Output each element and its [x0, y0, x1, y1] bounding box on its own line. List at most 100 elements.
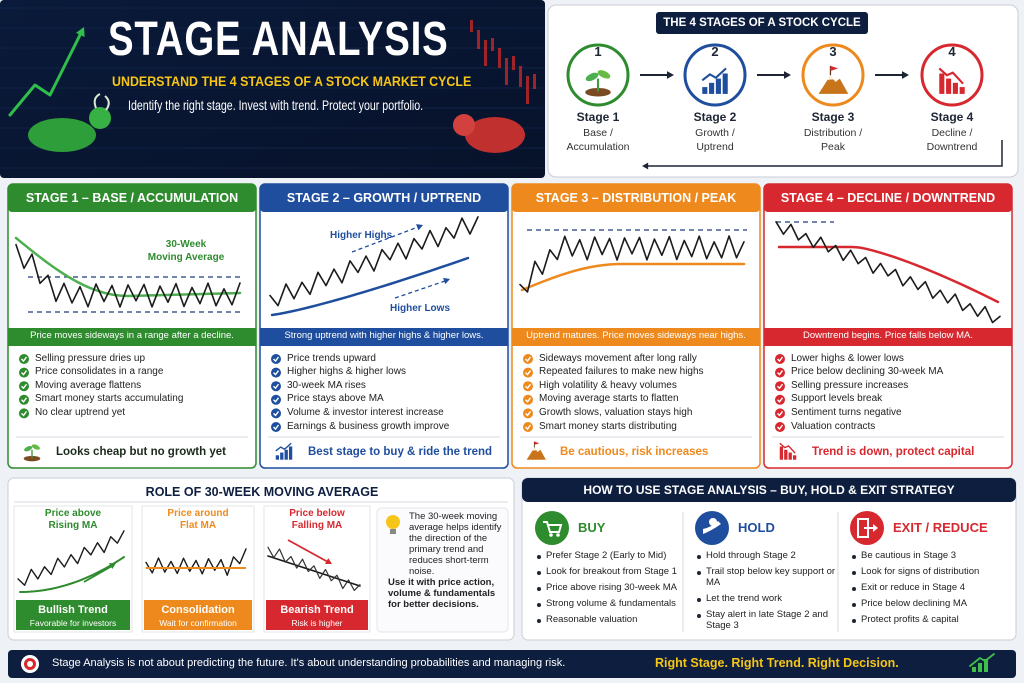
flag: [534, 441, 540, 445]
chart-annotation: Moving Average: [147, 252, 225, 263]
card-point: Volume & investor interest increase: [287, 406, 444, 418]
check-mark: [273, 424, 280, 431]
check-mark: [777, 383, 784, 390]
strategy-point: Stay alert in late Stage 2 and Stage 3: [696, 609, 841, 632]
strategy-point: Prefer Stage 2 (Early to Mid): [536, 550, 681, 562]
candle: [470, 20, 473, 32]
arrow-head: [75, 27, 85, 37]
check-dot: [523, 422, 533, 432]
check-dot: [19, 394, 29, 405]
card-footer: Best stage to buy & ride the trend: [308, 446, 493, 458]
ma-badge: [16, 600, 130, 630]
stage-number: 4: [948, 44, 956, 59]
card-point: Higher highs & higher lows: [287, 366, 406, 378]
ma-badge-note: Favorable for investors: [29, 618, 117, 628]
check-mark: [777, 356, 784, 363]
card-caption-bg: [764, 328, 1012, 346]
price-line: [269, 216, 479, 307]
bullet-dot: [852, 570, 856, 575]
icon-bar: [715, 78, 721, 94]
strategy-title-bg: [522, 478, 1016, 502]
ma-badge: [144, 600, 252, 630]
card-point: Price consolidates in a range: [35, 366, 164, 378]
strategy-column-title: EXIT / REDUCE: [893, 520, 988, 535]
bull-horn: [93, 93, 110, 111]
check-dot: [523, 394, 533, 405]
check-dot: [775, 408, 785, 419]
card-title: STAGE 4 – DECLINE / DOWNTREND: [780, 191, 996, 205]
chart-annotation: Higher Highs: [330, 230, 393, 241]
header-bg: [0, 0, 545, 178]
ma-label: Rising MA: [48, 520, 98, 531]
arrow-head: [666, 71, 674, 79]
strategy-point: Trail stop below key support or MA: [696, 566, 841, 589]
strategy-point: Strong volume & fundamentals: [536, 598, 681, 610]
card-caption: Downtrend begins. Price falls below MA.: [802, 330, 974, 341]
stage-label: Peak: [821, 141, 845, 153]
arrow-head: [109, 563, 116, 569]
icon-bar: [779, 446, 784, 460]
candle: [533, 74, 536, 89]
check-dot: [19, 367, 29, 378]
ma-badge-note: Risk is higher: [291, 618, 343, 628]
icon-bar: [280, 452, 284, 460]
card-point: 30-week MA rises: [287, 379, 366, 391]
bullet-dot: [852, 602, 856, 607]
ma-badge-text: Bearish Trend: [280, 604, 354, 616]
stage-icon: [779, 442, 797, 460]
stage-icon: [275, 442, 293, 460]
stage-label: Distribution /: [803, 127, 863, 139]
card-title: STAGE 1 – BASE / ACCUMULATION: [25, 191, 239, 205]
check-dot: [271, 367, 281, 378]
check-dot: [271, 354, 281, 364]
footer-message: Stage Analysis is not about predicting t…: [52, 657, 566, 669]
icon-arrow: [275, 442, 292, 452]
footer-bar: [978, 663, 982, 672]
icon-bar: [275, 455, 280, 460]
footer-bar: [972, 667, 976, 672]
stage-icon: [526, 441, 546, 460]
trend-arrow: [394, 280, 446, 299]
card-point: Support levels break: [791, 393, 883, 405]
stage-number: 3: [829, 44, 837, 59]
footer-slogan: Right Stage. Right Trend. Right Decision…: [655, 656, 899, 670]
price-line: [775, 221, 1001, 324]
check-mark: [273, 383, 280, 390]
wheel: [549, 533, 553, 537]
price-line: [15, 243, 241, 308]
icon-bar: [709, 82, 715, 94]
cycle-panel: [547, 4, 1019, 178]
price-line: [519, 235, 745, 293]
price-line: [267, 546, 361, 591]
card-title: STAGE 3 – DISTRIBUTION / PEAK: [535, 191, 737, 205]
stage-card: [7, 183, 257, 469]
card-header: [764, 184, 1012, 212]
card-caption: Uptrend matures. Price moves sideways ne…: [526, 330, 746, 341]
card-point: Earnings & business growth improve: [287, 420, 450, 432]
arrow-head: [416, 224, 423, 231]
flag: [830, 65, 839, 71]
card-caption-bg: [8, 328, 256, 346]
ma-label: Falling MA: [291, 520, 343, 531]
ma-label: Price above: [44, 508, 102, 519]
stage-number: 2: [711, 44, 719, 59]
card-point: Price trends upward: [287, 352, 376, 364]
header-subtitle: UNDERSTAND THE 4 STAGES OF A STOCK MARKE…: [112, 74, 472, 89]
card-point: Sentiment turns negative: [791, 406, 902, 418]
bullet-dot: [697, 613, 701, 618]
check-mark: [21, 410, 28, 417]
wheel: [556, 533, 560, 537]
check-dot: [271, 422, 281, 432]
ma-title: ROLE OF 30-WEEK MOVING AVERAGE: [145, 485, 379, 499]
cycle-title: THE 4 STAGES OF A STOCK CYCLE: [663, 17, 861, 29]
mountain: [818, 75, 849, 94]
candle: [505, 58, 508, 85]
strategy-title: HOW TO USE STAGE ANALYSIS – BUY, HOLD & …: [583, 483, 955, 497]
soil: [23, 455, 41, 462]
strategy-list: Prefer Stage 2 (Early to Mid) Look for br…: [536, 550, 681, 631]
icon-bar: [946, 78, 952, 94]
exit-head: [873, 524, 878, 532]
bullet-dot: [537, 586, 541, 591]
